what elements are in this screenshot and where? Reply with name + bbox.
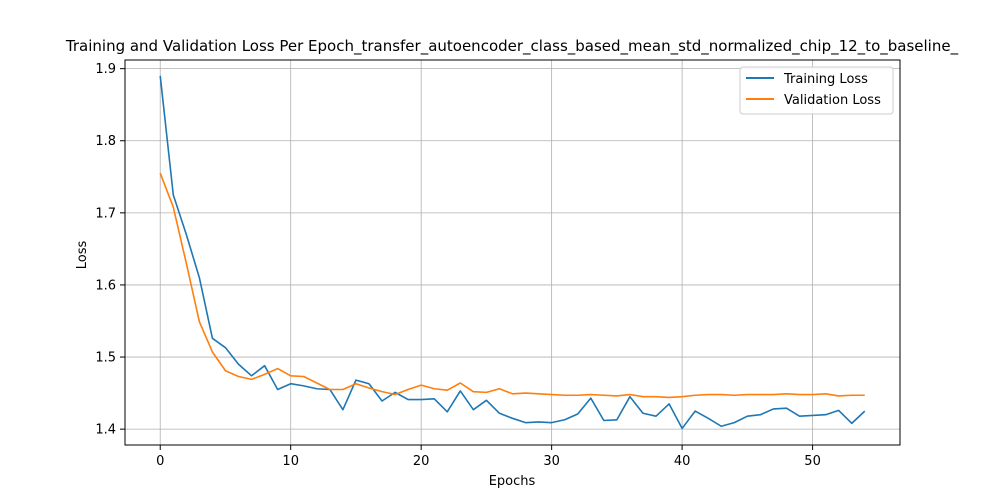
legend-box: [739, 66, 894, 115]
x-tick-label: 50: [804, 454, 821, 469]
y-tick-label: 1.8: [95, 134, 116, 149]
legend-label-validation-loss: Validation Loss: [784, 93, 881, 108]
y-axis-label: Loss: [75, 241, 90, 270]
x-tick-label: 20: [413, 454, 430, 469]
y-tick-label: 1.9: [95, 62, 116, 77]
x-tick-label: 0: [156, 454, 164, 469]
series-layer: [159, 75, 866, 430]
x-tick-label: 10: [282, 454, 299, 469]
grid-layer: [125, 60, 900, 445]
legend-label-training-loss: Training Loss: [783, 72, 868, 87]
plot-frame: [124, 59, 901, 446]
y-tick-label: 1.4: [95, 423, 116, 438]
y-tick-label: 1.5: [95, 351, 116, 366]
chart-title: Training and Validation Loss Per Epoch_t…: [65, 37, 959, 56]
legend: Training Loss Validation Loss: [739, 66, 894, 115]
x-tick-label: 40: [674, 454, 691, 469]
y-tick-label: 1.6: [95, 278, 116, 293]
tick-layer: 0 10 20 30 40 50 1.4 1.5 1.6 1.7 1.8 1.9: [95, 62, 821, 469]
series-line-validation-loss: [159, 172, 865, 399]
y-tick-label: 1.7: [95, 206, 116, 221]
series-line-training-loss: [159, 75, 866, 430]
x-tick-label: 30: [543, 454, 560, 469]
x-axis-label: Epochs: [489, 474, 536, 489]
